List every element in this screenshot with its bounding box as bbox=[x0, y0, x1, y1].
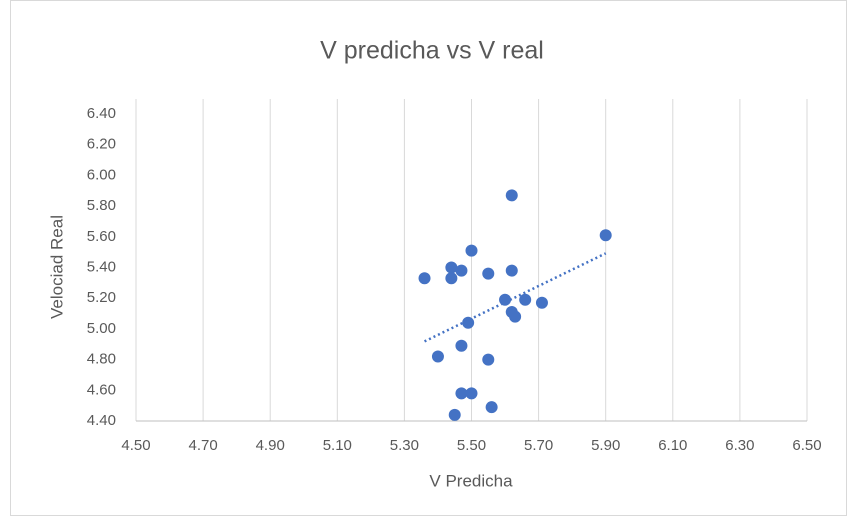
y-tick-label: 4.60 bbox=[87, 381, 116, 398]
point bbox=[599, 229, 612, 242]
x-tick-label: 5.10 bbox=[323, 437, 352, 454]
point bbox=[509, 310, 522, 323]
point bbox=[465, 244, 478, 257]
point bbox=[448, 408, 461, 421]
point bbox=[418, 272, 431, 285]
point bbox=[445, 261, 458, 274]
y-tick-label: 5.40 bbox=[87, 258, 116, 275]
point bbox=[455, 339, 468, 352]
point bbox=[535, 296, 548, 309]
y-axis-label: Velociad Real bbox=[47, 215, 66, 319]
y-tick-label: 5.20 bbox=[87, 289, 116, 306]
y-tick-label: 5.00 bbox=[87, 320, 116, 337]
x-tick-label: 6.50 bbox=[792, 437, 821, 454]
point bbox=[431, 350, 444, 363]
x-tick-label: 5.50 bbox=[457, 437, 486, 454]
x-tick-label: 5.30 bbox=[390, 437, 419, 454]
point bbox=[465, 387, 478, 400]
point bbox=[485, 401, 498, 414]
y-tick-label: 4.40 bbox=[87, 412, 116, 429]
point bbox=[482, 353, 495, 366]
point bbox=[519, 293, 532, 306]
y-tick-label: 6.00 bbox=[87, 166, 116, 183]
chart-title: V predicha vs V real bbox=[320, 37, 544, 65]
x-tick-label: 5.90 bbox=[591, 437, 620, 454]
y-tick-label: 6.40 bbox=[87, 105, 116, 122]
x-tick-label: 4.90 bbox=[256, 437, 285, 454]
y-tick-label: 5.60 bbox=[87, 228, 116, 245]
chart-frame bbox=[10, 0, 847, 516]
x-axis-label: V Predicha bbox=[429, 471, 513, 490]
point bbox=[445, 272, 458, 285]
point bbox=[462, 316, 475, 329]
point bbox=[482, 267, 495, 280]
x-tick-label: 4.70 bbox=[188, 437, 217, 454]
y-tick-label: 6.20 bbox=[87, 136, 116, 153]
y-tick-label: 5.80 bbox=[87, 197, 116, 214]
trendline bbox=[423, 252, 607, 343]
point bbox=[455, 387, 468, 400]
point bbox=[505, 264, 518, 277]
x-tick-label: 4.50 bbox=[121, 437, 150, 454]
x-tick-label: 5.70 bbox=[524, 437, 553, 454]
x-tick-label: 6.10 bbox=[658, 437, 687, 454]
y-tick-label: 4.80 bbox=[87, 351, 116, 368]
point bbox=[455, 264, 468, 277]
point bbox=[505, 189, 518, 202]
x-tick-label: 6.30 bbox=[725, 437, 754, 454]
